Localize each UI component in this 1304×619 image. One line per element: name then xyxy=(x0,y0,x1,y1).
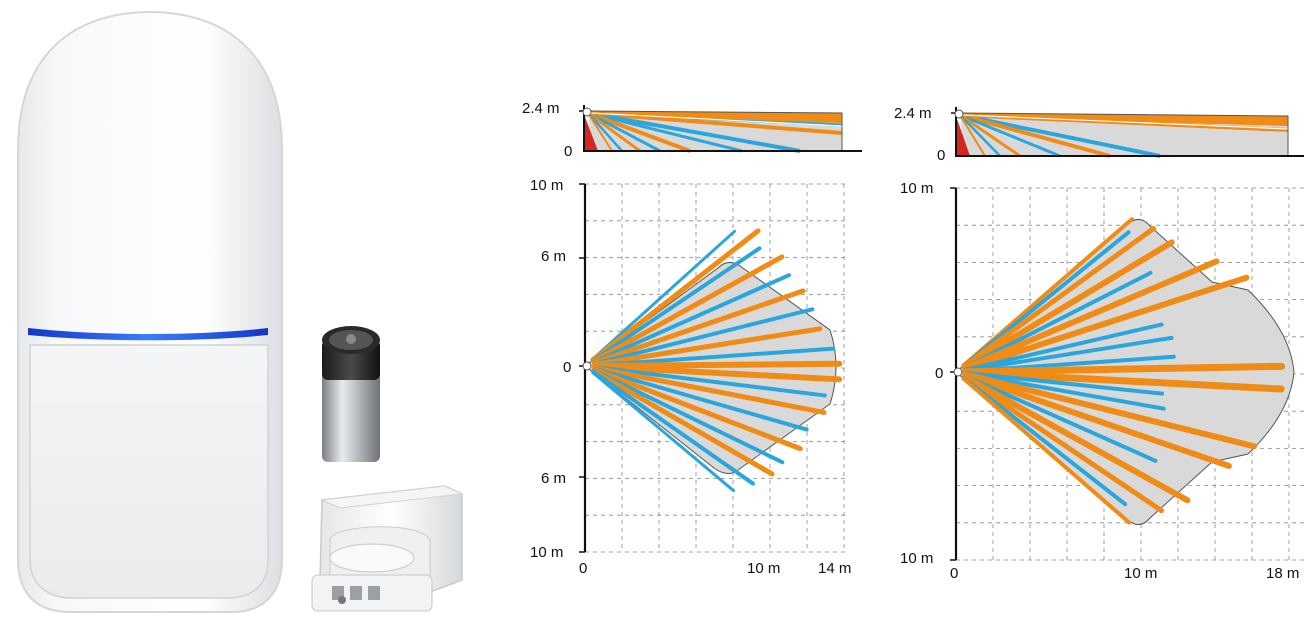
side-zero-label: 0 xyxy=(937,147,945,164)
sensor-marker xyxy=(582,107,592,117)
y-zero-label: 0 xyxy=(935,365,943,382)
detection-beam xyxy=(591,368,775,477)
side-beam-gap xyxy=(961,114,1289,130)
side-axes xyxy=(583,105,862,152)
detection-beam xyxy=(591,246,762,363)
detection-beam xyxy=(961,239,1175,370)
detection-beam xyxy=(963,371,1166,411)
detection-beam xyxy=(592,365,827,398)
side-beam xyxy=(959,113,1021,158)
detection-beam xyxy=(592,307,815,366)
side-far-beam xyxy=(960,113,1288,126)
detection-beam xyxy=(591,367,803,452)
x-mid-label: 10 m xyxy=(747,560,780,577)
detection-beam xyxy=(591,360,843,369)
sensor-marker xyxy=(582,361,592,371)
detection-beam xyxy=(962,369,1285,393)
side-beam-gap xyxy=(589,112,843,127)
sensor-marker xyxy=(954,109,964,119)
detection-beam xyxy=(962,362,1286,376)
detection-beam xyxy=(591,370,736,493)
y-mid-bottom-label: 6 m xyxy=(541,470,566,487)
mounting-bracket-image xyxy=(311,485,464,612)
detection-beam xyxy=(962,274,1250,372)
side-height-label: 2.4 m xyxy=(894,105,932,122)
detection-beam xyxy=(592,346,836,368)
x-mid-label: 10 m xyxy=(1124,565,1157,582)
detection-beam xyxy=(962,372,1232,469)
side-beam xyxy=(959,114,1001,157)
side-beam xyxy=(587,111,843,135)
side-outline xyxy=(587,110,843,151)
side-outline xyxy=(959,112,1289,156)
status-led-strip xyxy=(28,328,268,341)
detection-beam xyxy=(592,366,809,432)
detection-beam xyxy=(592,365,827,415)
side-beam xyxy=(959,114,986,157)
detection-beam xyxy=(591,254,785,364)
side-beam xyxy=(587,111,691,153)
detection-beam xyxy=(591,369,755,486)
detection-beam xyxy=(962,371,1257,450)
detection-beam xyxy=(591,363,843,383)
detection-beam xyxy=(963,335,1174,373)
side-beam xyxy=(587,112,613,152)
side-beam xyxy=(587,111,801,153)
side-beam xyxy=(587,112,623,152)
detection-beam xyxy=(961,225,1157,369)
coverage-diagram-standard: 2.4 m 0 10 m6 m06 m10 m0 10 m 14 m xyxy=(522,100,862,577)
top-view: 10 m 6 m 0 6 m 10 m 0 10 m 14 m xyxy=(530,177,851,577)
y-top-label: 10 m xyxy=(900,180,933,197)
y-zero-label: 0 xyxy=(563,359,571,376)
side-view: 2.4 m 0 xyxy=(894,105,1304,164)
side-beam xyxy=(587,111,641,153)
sensor-marker xyxy=(953,367,963,377)
side-beam xyxy=(959,113,1161,158)
side-beam xyxy=(959,113,1061,158)
detection-beam xyxy=(591,288,806,366)
battery-image xyxy=(322,326,380,462)
top-view: 10 m 0 10 m 0 10 m 18 m xyxy=(900,180,1304,582)
detection-beam xyxy=(590,229,737,361)
detection-beam xyxy=(962,270,1153,370)
side-height-label: 2.4 m xyxy=(522,100,560,117)
detection-beam xyxy=(961,376,1132,525)
motion-detector-image xyxy=(17,10,283,613)
y-bottom-label: 10 m xyxy=(900,550,933,567)
product-illustration xyxy=(17,10,464,613)
detection-beam xyxy=(590,228,761,363)
detection-beam xyxy=(592,273,791,364)
side-blind-zone xyxy=(957,119,970,156)
detection-beam xyxy=(963,374,1158,463)
side-far-beam xyxy=(588,111,842,123)
x-max-label: 14 m xyxy=(818,560,851,577)
side-beam xyxy=(959,113,1111,158)
side-blind-zone xyxy=(585,117,598,151)
detection-beam xyxy=(963,322,1164,372)
side-beam xyxy=(587,111,661,153)
detection-beam xyxy=(592,326,823,367)
side-view: 2.4 m 0 xyxy=(522,100,862,160)
x-zero-label: 0 xyxy=(579,560,587,577)
detection-beam xyxy=(962,258,1220,372)
detection-beam xyxy=(961,375,1165,514)
side-zero-label: 0 xyxy=(564,143,572,160)
y-mid-top-label: 6 m xyxy=(541,248,566,265)
x-max-label: 18 m xyxy=(1266,565,1299,582)
side-beam xyxy=(587,111,743,153)
side-coverage-area xyxy=(960,113,1288,156)
detection-beam xyxy=(961,376,1128,507)
detection-beam xyxy=(591,368,785,465)
x-zero-label: 0 xyxy=(950,565,958,582)
detection-beam xyxy=(963,371,1165,396)
detection-beam xyxy=(961,373,1191,504)
y-bottom-label: 10 m xyxy=(530,544,563,561)
side-axes xyxy=(955,107,1304,157)
y-top-label: 10 m xyxy=(530,177,563,194)
